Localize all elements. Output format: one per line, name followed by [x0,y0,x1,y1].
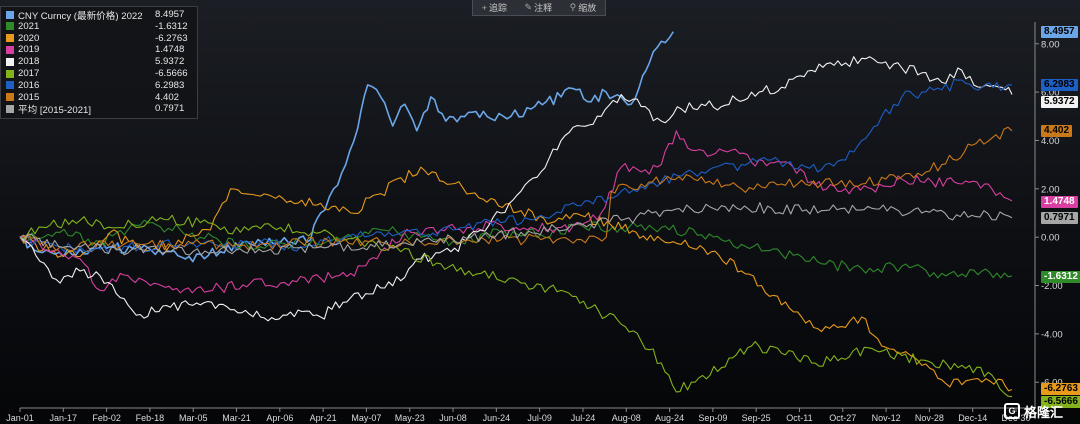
pencil-icon: ✎ [524,2,533,12]
annotate-label: 注释 [534,3,553,13]
legend-value: 4.402 [155,91,180,103]
value-tag: 0.7971 [1041,211,1078,224]
series-line-8[interactable] [19,202,1013,256]
x-tick-label: May-07 [351,413,381,423]
x-tick-label: Apr-21 [310,413,337,423]
legend-swatch [6,104,14,113]
x-tick-label: Sep-25 [742,413,771,423]
x-tick-label: Dec-14 [958,413,987,423]
legend-swatch [6,81,14,90]
legend-item[interactable]: 2017 -6.5666 [6,68,188,79]
y-tick-label: -4.00 [1041,329,1063,340]
legend-swatch [6,22,14,31]
legend-item[interactable]: 平均 [2015-2021] 0.7971 [6,103,184,116]
x-tick-label: Nov-28 [915,413,944,423]
x-tick-label: Jul-09 [527,413,552,423]
x-tick-label: Oct-11 [786,413,812,423]
legend-item[interactable]: 2018 5.9372 [6,56,184,68]
legend-swatch [6,69,14,78]
chart-toolbar: + 追踪 ✎ 注释 ⚲ 缩放 [472,0,606,16]
x-tick-label: Apr-06 [266,413,293,423]
legend-label: 2016 [18,79,40,91]
legend-label: CNY Curncy (最新价格) 2022 [18,10,143,22]
legend-label: 2020 [18,32,40,44]
x-tick-label: Mar-05 [179,413,208,423]
legend-value: 0.7971 [155,103,185,115]
watermark: G 格隆汇 [1004,400,1078,422]
legend-item[interactable]: 2016 6.2983 [6,79,184,91]
value-tag: 1.4748 [1041,195,1078,208]
legend-swatch [6,93,14,102]
series-line-5[interactable] [19,214,1013,398]
x-tick-label: Jun-24 [483,413,511,423]
value-tag: 8.4957 [1041,25,1078,38]
x-tick-label: Jan-17 [50,413,78,423]
plus-icon: + [481,2,488,13]
x-tick-label: Aug-24 [655,413,684,423]
x-tick-label: Aug-08 [612,413,641,423]
y-tick-label: 2.00 [1041,184,1060,195]
annotate-button[interactable]: ✎ 注释 [525,1,553,14]
legend-value: -6.2763 [155,32,188,44]
x-tick-label: Jul-24 [571,413,596,423]
y-tick-label: 4.00 [1041,136,1060,147]
legend-value: -6.5666 [155,68,188,79]
track-label: 追踪 [489,3,508,13]
series-line-0[interactable] [19,31,674,263]
y-tick-label: -2.00 [1041,281,1063,292]
legend-item[interactable]: CNY Curncy (最新价格) 2022 8.4957 [6,9,184,22]
series-line-4[interactable] [19,56,1013,322]
legend-label: 平均 [2015-2021] [18,104,92,116]
zoom-label: 缩放 [578,3,597,13]
legend-item[interactable]: 2020 -6.2763 [6,32,188,44]
magnifier-icon: ⚲ [569,2,577,12]
legend-item[interactable]: 2019 1.4748 [6,44,184,56]
series-line-1[interactable] [19,219,1013,279]
legend-label: 2018 [18,56,40,68]
legend-swatch [6,45,14,54]
legend-value: 6.2983 [155,79,185,91]
legend-label: 2019 [18,44,40,56]
legend-value: 1.4748 [155,44,185,56]
value-tag: -6.2763 [1041,382,1080,395]
legend: CNY Curncy (最新价格) 2022 8.4957 2021 -1.6312 2… [0,6,198,119]
x-tick-label: Mar-21 [222,413,251,423]
x-tick-label: May-23 [395,413,425,423]
x-tick-label: Feb-18 [136,413,165,423]
series-line-2[interactable] [19,166,1013,392]
y-tick-label: 8.00 [1041,39,1060,50]
legend-item[interactable]: 2015 4.402 [6,91,179,103]
x-tick-label: Jun-08 [439,413,467,423]
legend-swatch [6,10,14,19]
legend-value: 5.9372 [155,56,185,68]
watermark-text: 格隆汇 [1024,404,1064,420]
value-tag: 6.2983 [1041,78,1078,91]
legend-swatch [6,34,14,43]
x-tick-label: Jan-01 [6,413,34,423]
x-tick-label: Sep-09 [698,413,727,423]
legend-label: 2017 [18,68,40,79]
legend-item[interactable]: 2021 -1.6312 [6,20,188,32]
y-tick-label: 6.00 [1041,88,1060,99]
x-tick-label: Feb-02 [92,413,121,423]
x-tick-label: Nov-12 [872,413,901,423]
value-tag: 5.9372 [1041,95,1078,108]
logo-icon: G [1004,403,1020,419]
legend-value: -1.6312 [155,20,188,32]
value-tag: -1.6312 [1041,270,1080,283]
series-line-7[interactable] [19,126,1013,252]
y-tick-label: 0.00 [1041,233,1060,244]
value-tag: -6.5666 [1041,395,1080,408]
x-tick-label: Oct-27 [829,413,856,423]
track-button[interactable]: + 追踪 [482,1,507,14]
legend-swatch [6,57,14,66]
value-tag: 4.402 [1041,124,1073,137]
legend-label: 2021 [18,20,40,32]
legend-label: 2015 [18,91,40,103]
series-line-6[interactable] [19,78,1013,254]
zoom-button[interactable]: ⚲ 缩放 [570,1,597,14]
legend-value: 8.4957 [155,9,185,20]
